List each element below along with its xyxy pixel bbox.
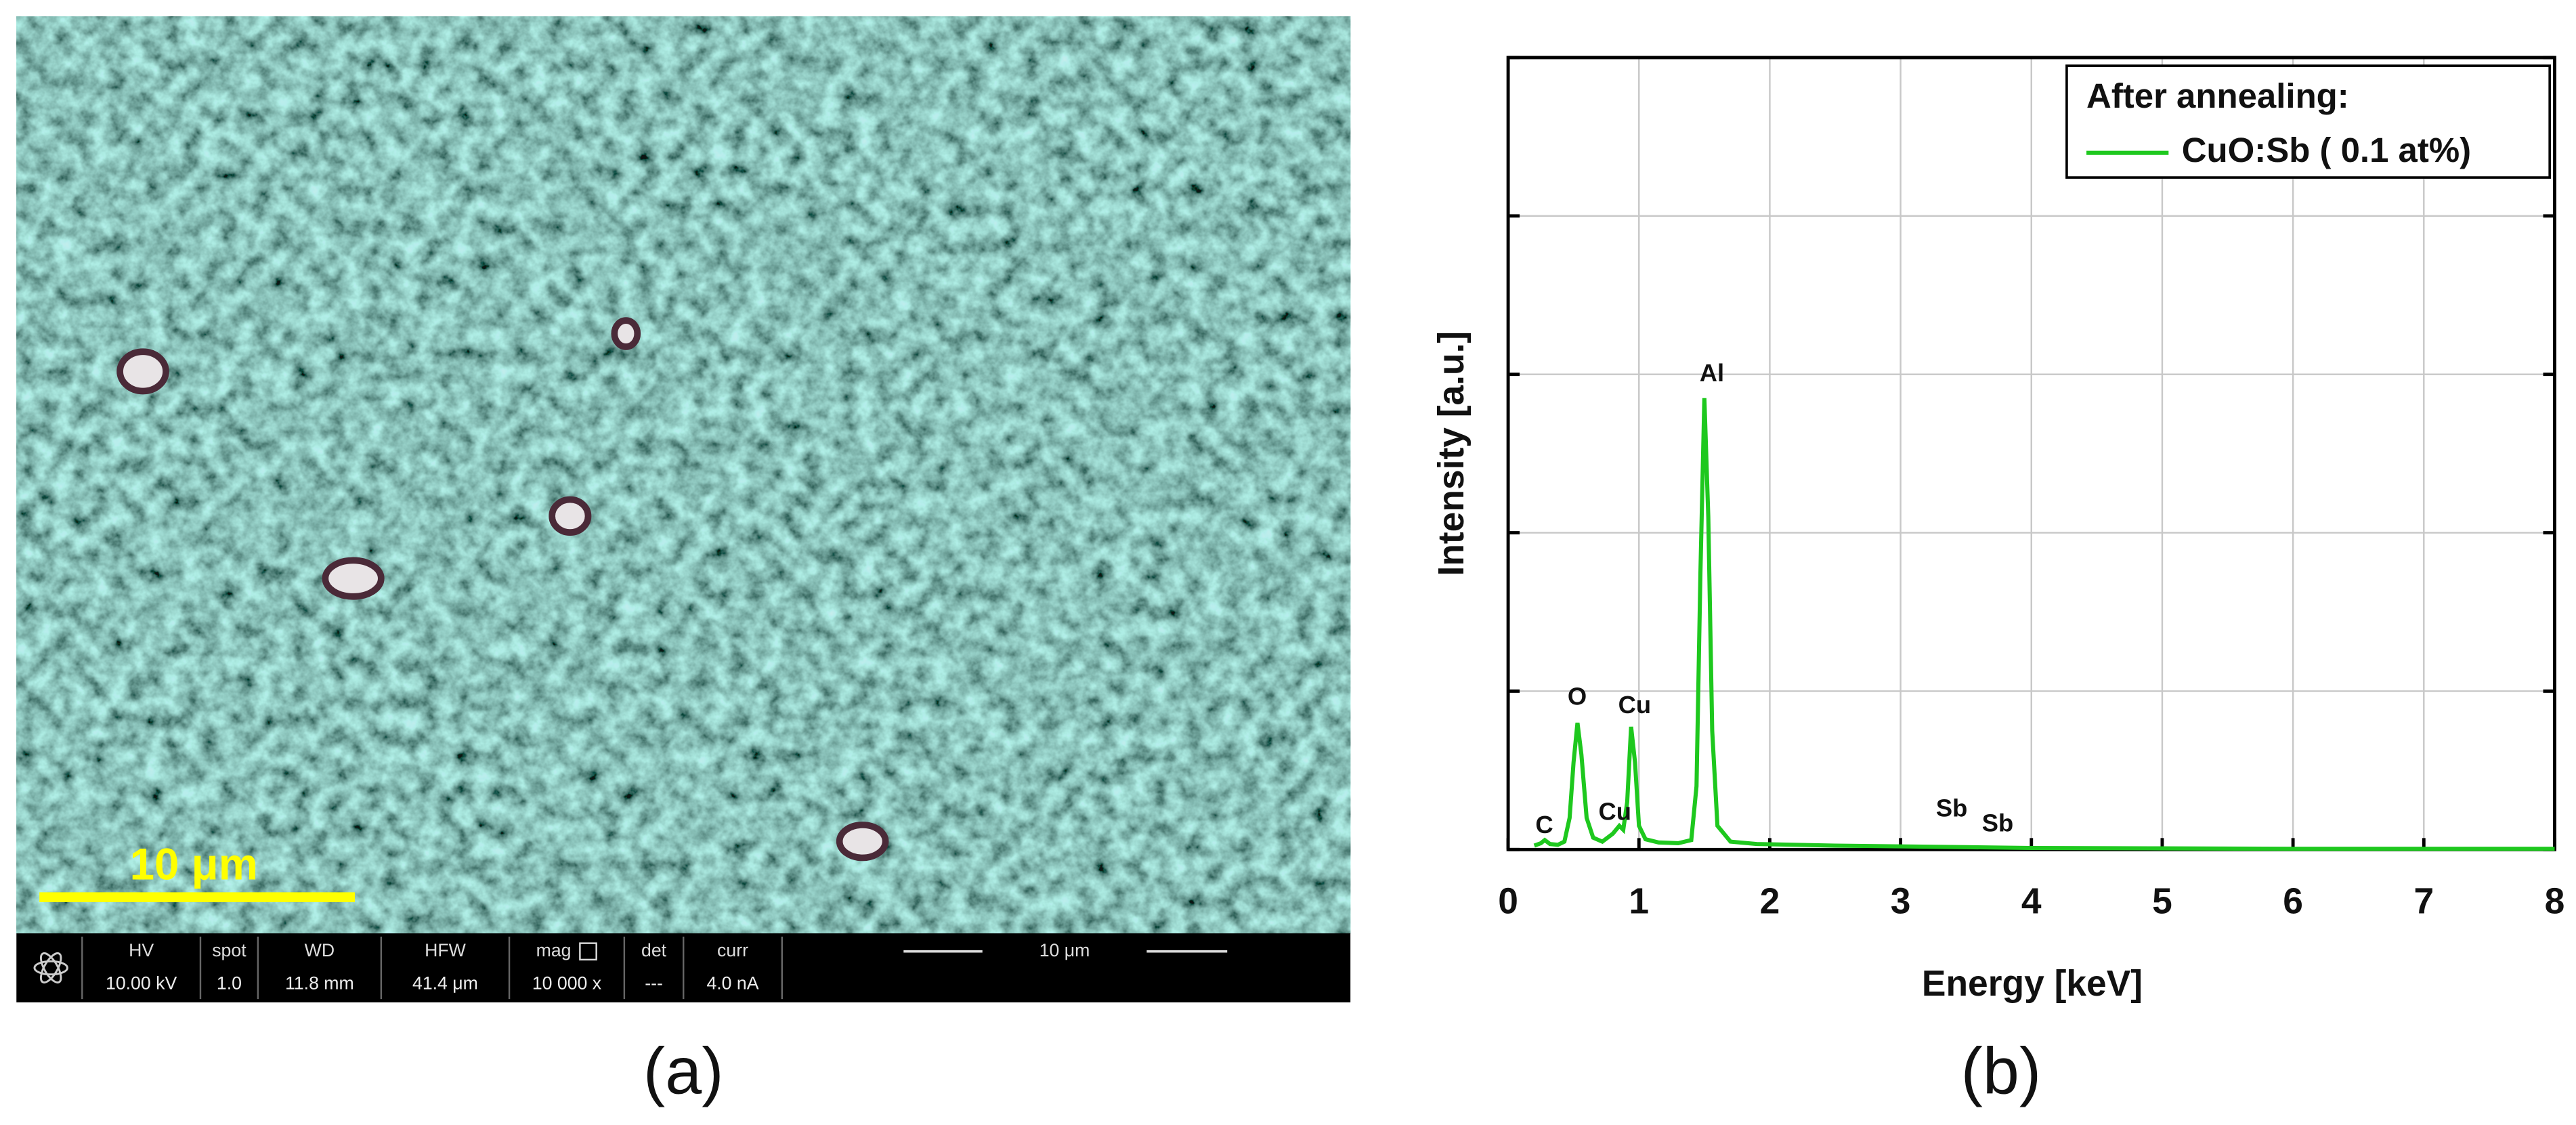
x-tick-label: 1 — [1629, 881, 1649, 921]
info-value: 11.8 mm — [285, 973, 354, 993]
chart: Energy [keV] Intensity [a.u.] (b) 0 1 2 3 4 5… — [1432, 56, 2565, 1108]
info-value: 10 000 x — [532, 973, 602, 993]
info-label: WD — [305, 940, 335, 960]
bar-scale-text: 10 μm — [1039, 940, 1090, 960]
peak-label: Sb — [1936, 794, 1967, 822]
info-value: 1.0 — [217, 973, 242, 993]
peak-label: Cu — [1618, 691, 1652, 719]
peak-label: O — [1568, 683, 1587, 710]
scale-text: 10 μm — [130, 839, 258, 889]
x-tick-label: 3 — [1891, 881, 1911, 921]
peak-label: Al — [1700, 359, 1724, 387]
panel-label: (b) — [1961, 1034, 2042, 1108]
sem-image: 10 μm HV 10.00 kV spot 1.0 WD 11.8 mm HFW 41.4 … — [16, 16, 1351, 1108]
info-value: 41.4 μm — [412, 973, 478, 993]
info-label: spot — [212, 940, 246, 960]
x-tick-label: 2 — [1760, 881, 1780, 921]
legend-box — [2065, 64, 2552, 179]
sem-particles — [116, 317, 889, 862]
x-axis-label: Energy [keV] — [1922, 964, 2143, 1004]
x-tick-label: 0 — [1498, 881, 1518, 921]
info-value: --- — [645, 973, 663, 993]
legend-label: CuO:Sb ( 0.1 at%) — [2182, 131, 2471, 169]
panel-label: (a) — [643, 1034, 724, 1108]
x-tick-label: 7 — [2413, 881, 2434, 921]
bar-scale-bg — [982, 939, 1147, 963]
info-label: HV — [129, 940, 154, 960]
x-tick-label: 4 — [2021, 881, 2042, 921]
info-label: HFW — [425, 940, 467, 960]
x-tick-label: 8 — [2545, 881, 2565, 921]
info-label: mag — [536, 940, 572, 960]
info-value: 10.00 kV — [106, 973, 177, 993]
info-label: det — [641, 940, 667, 960]
x-tick-label: 6 — [2283, 881, 2303, 921]
spectrum-line — [1533, 398, 2555, 851]
info-value: 4.0 nA — [706, 973, 758, 993]
y-axis-label: Intensity [a.u.] — [1432, 331, 1472, 576]
peak-label: C — [1535, 811, 1553, 839]
peak-label: Cu — [1599, 798, 1632, 826]
legend-title: After annealing: — [2086, 77, 2349, 115]
info-label: curr — [717, 940, 748, 960]
detector-icon — [33, 952, 68, 984]
x-tick-label: 5 — [2152, 881, 2172, 921]
mag-icon — [579, 942, 597, 961]
sem-texture — [16, 16, 1351, 934]
peak-label: Sb — [1982, 809, 2013, 837]
